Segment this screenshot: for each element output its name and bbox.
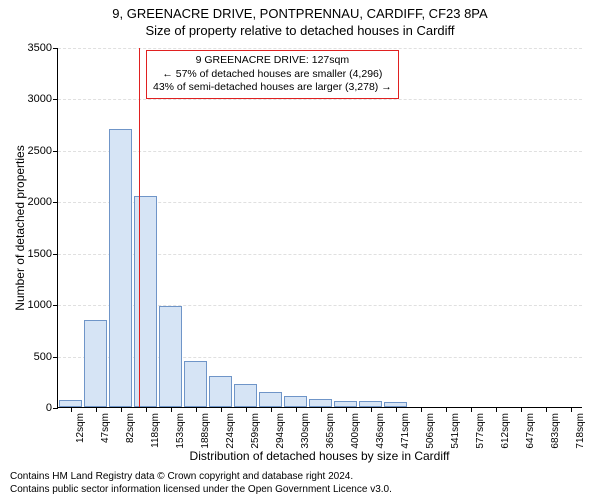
xtick-mark: [96, 407, 97, 412]
gridline: [58, 99, 582, 100]
footer-attribution: Contains HM Land Registry data © Crown c…: [10, 471, 392, 496]
xtick-mark: [346, 407, 347, 412]
histogram-bar: [209, 376, 232, 407]
y-axis-title: Number of detached properties: [13, 145, 27, 310]
xtick-label: 294sqm: [275, 413, 286, 449]
xtick-label: 541sqm: [450, 413, 461, 449]
histogram-bar: [184, 361, 207, 407]
xtick-label: 188sqm: [200, 413, 211, 449]
annotation-line: 9 GREENACRE DRIVE: 127sqm: [153, 54, 392, 68]
annotation-box: 9 GREENACRE DRIVE: 127sqm← 57% of detach…: [146, 50, 399, 99]
xtick-mark: [246, 407, 247, 412]
ytick-label: 3500: [28, 42, 52, 54]
histogram-bar: [59, 400, 82, 407]
ytick-mark: [53, 48, 58, 49]
xtick-label: 82sqm: [125, 413, 136, 443]
chart-title-line2: Size of property relative to detached ho…: [0, 23, 600, 40]
gridline: [58, 48, 582, 49]
chart-title-line1: 9, GREENACRE DRIVE, PONTPRENNAU, CARDIFF…: [0, 6, 600, 23]
xtick-label: 153sqm: [175, 413, 186, 449]
xtick-mark: [196, 407, 197, 412]
ytick-mark: [53, 151, 58, 152]
annotation-line: 43% of semi-detached houses are larger (…: [153, 81, 392, 95]
property-marker-line: [139, 48, 140, 407]
histogram-bar: [109, 129, 132, 407]
ytick-label: 3000: [28, 93, 52, 105]
annotation-line: ← 57% of detached houses are smaller (4,…: [153, 68, 392, 82]
xtick-mark: [121, 407, 122, 412]
xtick-mark: [521, 407, 522, 412]
xtick-label: 506sqm: [425, 413, 436, 449]
xtick-label: 612sqm: [500, 413, 511, 449]
xtick-label: 118sqm: [150, 413, 161, 448]
x-axis-title: Distribution of detached houses by size …: [190, 449, 450, 463]
xtick-mark: [296, 407, 297, 412]
ytick-label: 2000: [28, 196, 52, 208]
xtick-mark: [71, 407, 72, 412]
ytick-mark: [53, 202, 58, 203]
xtick-label: 647sqm: [525, 413, 536, 449]
ytick-label: 2500: [28, 145, 52, 157]
xtick-label: 471sqm: [400, 413, 411, 449]
histogram-bar: [134, 196, 157, 407]
ytick-label: 1000: [28, 299, 52, 311]
histogram-bar: [84, 320, 107, 407]
xtick-label: 259sqm: [250, 413, 261, 449]
xtick-mark: [146, 407, 147, 412]
histogram-bar: [234, 384, 257, 407]
xtick-mark: [271, 407, 272, 412]
xtick-label: 47sqm: [100, 413, 111, 443]
xtick-label: 683sqm: [550, 413, 561, 449]
ytick-label: 500: [34, 351, 52, 363]
footer-line2: Contains public sector information licen…: [10, 484, 392, 497]
ytick-label: 1500: [28, 248, 52, 260]
chart-area: 050010001500200025003000350012sqm47sqm82…: [57, 48, 582, 408]
xtick-label: 365sqm: [325, 413, 336, 449]
xtick-label: 330sqm: [300, 413, 311, 449]
xtick-label: 12sqm: [75, 413, 86, 443]
ytick-mark: [53, 254, 58, 255]
xtick-mark: [171, 407, 172, 412]
xtick-mark: [396, 407, 397, 412]
ytick-mark: [53, 408, 58, 409]
xtick-mark: [421, 407, 422, 412]
ytick-label: 0: [46, 402, 52, 414]
ytick-mark: [53, 305, 58, 306]
xtick-mark: [221, 407, 222, 412]
xtick-mark: [371, 407, 372, 412]
plot-region: 050010001500200025003000350012sqm47sqm82…: [57, 48, 582, 408]
xtick-mark: [546, 407, 547, 412]
ytick-mark: [53, 357, 58, 358]
histogram-bar: [284, 396, 307, 407]
xtick-label: 400sqm: [350, 413, 361, 449]
histogram-bar: [309, 399, 332, 407]
xtick-label: 718sqm: [575, 413, 586, 449]
xtick-mark: [471, 407, 472, 412]
xtick-mark: [446, 407, 447, 412]
xtick-label: 224sqm: [225, 413, 236, 449]
histogram-bar: [159, 306, 182, 407]
footer-line1: Contains HM Land Registry data © Crown c…: [10, 471, 392, 484]
ytick-mark: [53, 99, 58, 100]
gridline: [58, 151, 582, 152]
histogram-bar: [259, 392, 282, 407]
xtick-mark: [496, 407, 497, 412]
xtick-mark: [321, 407, 322, 412]
chart-title-block: 9, GREENACRE DRIVE, PONTPRENNAU, CARDIFF…: [0, 0, 600, 40]
xtick-label: 436sqm: [375, 413, 386, 449]
xtick-mark: [571, 407, 572, 412]
xtick-label: 577sqm: [475, 413, 486, 449]
